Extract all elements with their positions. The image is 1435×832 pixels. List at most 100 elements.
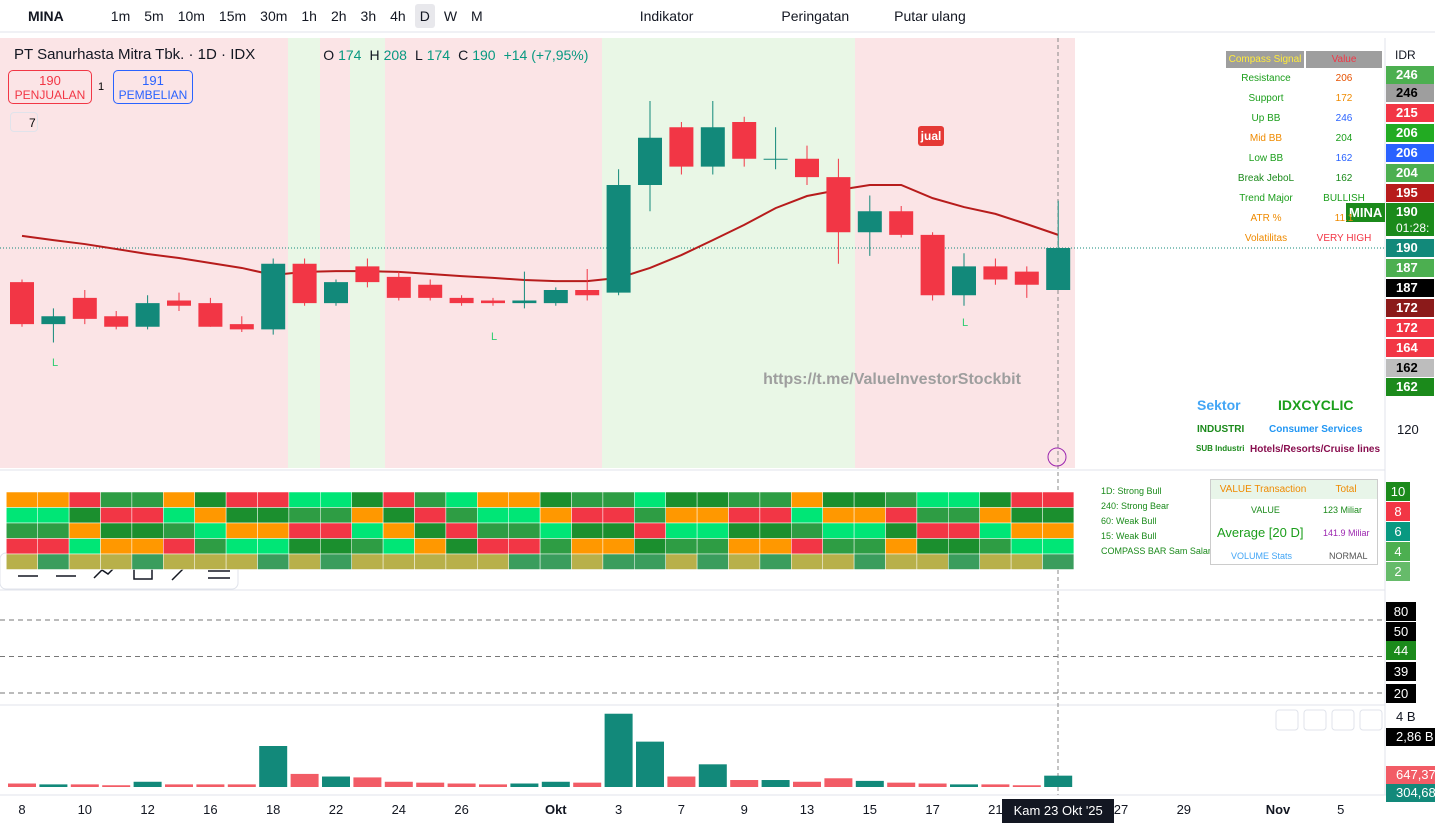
compass-cell — [791, 522, 823, 539]
interval-button[interactable]: 5m — [144, 8, 164, 24]
signal-value: 11.1 — [1334, 213, 1354, 224]
candle-body — [826, 177, 851, 233]
compass-cell — [508, 553, 541, 570]
compass-cell — [37, 491, 70, 508]
interval-button[interactable]: 1h — [301, 8, 317, 24]
signal-value: BULLISH — [1323, 193, 1365, 204]
volume-bar — [510, 783, 539, 787]
layers-toggle[interactable]: 7 — [10, 112, 38, 132]
candle-body — [952, 266, 976, 296]
x-tick-label: 22 — [328, 802, 344, 817]
signal-name: ATR % — [1250, 213, 1282, 224]
compass-cell — [288, 507, 321, 524]
volume-bar — [981, 784, 1010, 787]
compass-scale-label: 10 — [1386, 482, 1410, 501]
volume-tools — [1275, 709, 1383, 731]
candle-body — [1046, 248, 1071, 290]
interval-button[interactable]: 30m — [260, 8, 288, 24]
compass-cell — [477, 538, 509, 555]
compass-cell — [696, 507, 729, 524]
candle-body — [795, 158, 819, 178]
candle-body — [386, 276, 411, 298]
signal-value: 162 — [1335, 153, 1353, 164]
volume-bar — [1044, 775, 1073, 787]
compass-cell — [916, 491, 949, 508]
tag-price: 190 — [1386, 203, 1434, 220]
alerts-button[interactable]: Peringatan — [781, 8, 850, 24]
event-icon[interactable] — [1047, 447, 1067, 467]
volume-bar — [259, 746, 288, 787]
compass-cell — [728, 538, 761, 555]
interval-button[interactable]: 3h — [360, 8, 377, 24]
interval-button[interactable]: 10m — [177, 8, 205, 24]
rsi-label: 20 — [1386, 684, 1416, 703]
volume-bar — [227, 784, 256, 787]
replay-button[interactable]: Putar ulang — [894, 8, 966, 24]
volume-bar — [887, 782, 916, 787]
compass-cell — [1042, 507, 1075, 524]
price-label: 206 — [1386, 144, 1434, 162]
compass-cell — [6, 538, 38, 555]
ohlc-value: 174 — [338, 46, 362, 63]
indicators-button[interactable]: Indikator — [639, 8, 694, 24]
compass-cell — [571, 507, 604, 524]
compass-cell — [602, 491, 635, 508]
interval-button[interactable]: 1m — [110, 8, 131, 24]
compass-cell — [477, 491, 509, 508]
volume-bar — [447, 783, 476, 787]
compass-cell — [634, 538, 666, 555]
interval-button[interactable]: 4h — [390, 8, 406, 24]
compass-cell — [163, 553, 195, 570]
signal-name: Trend Major — [1239, 193, 1293, 204]
compass-cell — [320, 507, 352, 524]
symbol-search[interactable]: MINA — [28, 8, 64, 24]
compass-cell — [602, 538, 635, 555]
signal-tag — [918, 126, 944, 146]
vt-label: VOLUME Stats — [1231, 551, 1293, 561]
compass-cell — [257, 491, 290, 508]
compass-cell — [6, 522, 38, 539]
compass-cell — [100, 522, 133, 539]
compass-cell — [131, 522, 164, 539]
signal-name: Up BB — [1251, 113, 1281, 124]
interval-button[interactable]: W — [443, 8, 458, 24]
interval-button[interactable]: M — [471, 8, 483, 24]
compass-cell — [948, 491, 980, 508]
compass-cell — [759, 507, 792, 524]
compass-cell — [257, 507, 290, 524]
vt-value: 123 Miliar — [1323, 505, 1363, 515]
compass-cell — [100, 553, 133, 570]
industry-value: Consumer Services — [1269, 424, 1363, 435]
candle-body — [324, 282, 348, 304]
ohlc-label: C — [458, 46, 469, 63]
compass-cell — [1042, 538, 1075, 555]
compass-cell — [665, 553, 698, 570]
compass-cell — [791, 538, 823, 555]
candle-body — [732, 122, 757, 159]
compass-cell — [1010, 522, 1043, 539]
ohlc-value: 208 — [383, 46, 407, 63]
compass-cell — [6, 507, 38, 524]
volume-bar — [353, 777, 382, 787]
compass-cell — [194, 507, 227, 524]
candle-body — [669, 127, 694, 167]
volume-bar — [8, 783, 36, 787]
compass-cell — [477, 553, 509, 570]
table-header: Compass Signal — [1226, 51, 1304, 68]
interval-button[interactable]: 15m — [218, 8, 247, 24]
candle-body — [72, 297, 97, 319]
x-tick-label: 9 — [740, 802, 748, 817]
x-tick-label: 29 — [1176, 802, 1192, 817]
sell-button[interactable]: 190 PENJUALAN — [8, 70, 92, 104]
interval-button[interactable]: 2h — [330, 8, 347, 24]
candle-body — [135, 303, 160, 327]
price-label: 172 — [1386, 299, 1434, 317]
interval-button[interactable]: D — [414, 4, 435, 28]
compass-cell — [477, 507, 509, 524]
price-label: 204 — [1386, 164, 1434, 182]
volume-bar — [322, 776, 350, 787]
rsi-label: 44 — [1386, 641, 1416, 660]
compass-cell — [382, 507, 415, 524]
compass-cell — [351, 522, 384, 539]
buy-button[interactable]: 191 PEMBELIAN — [113, 70, 193, 104]
